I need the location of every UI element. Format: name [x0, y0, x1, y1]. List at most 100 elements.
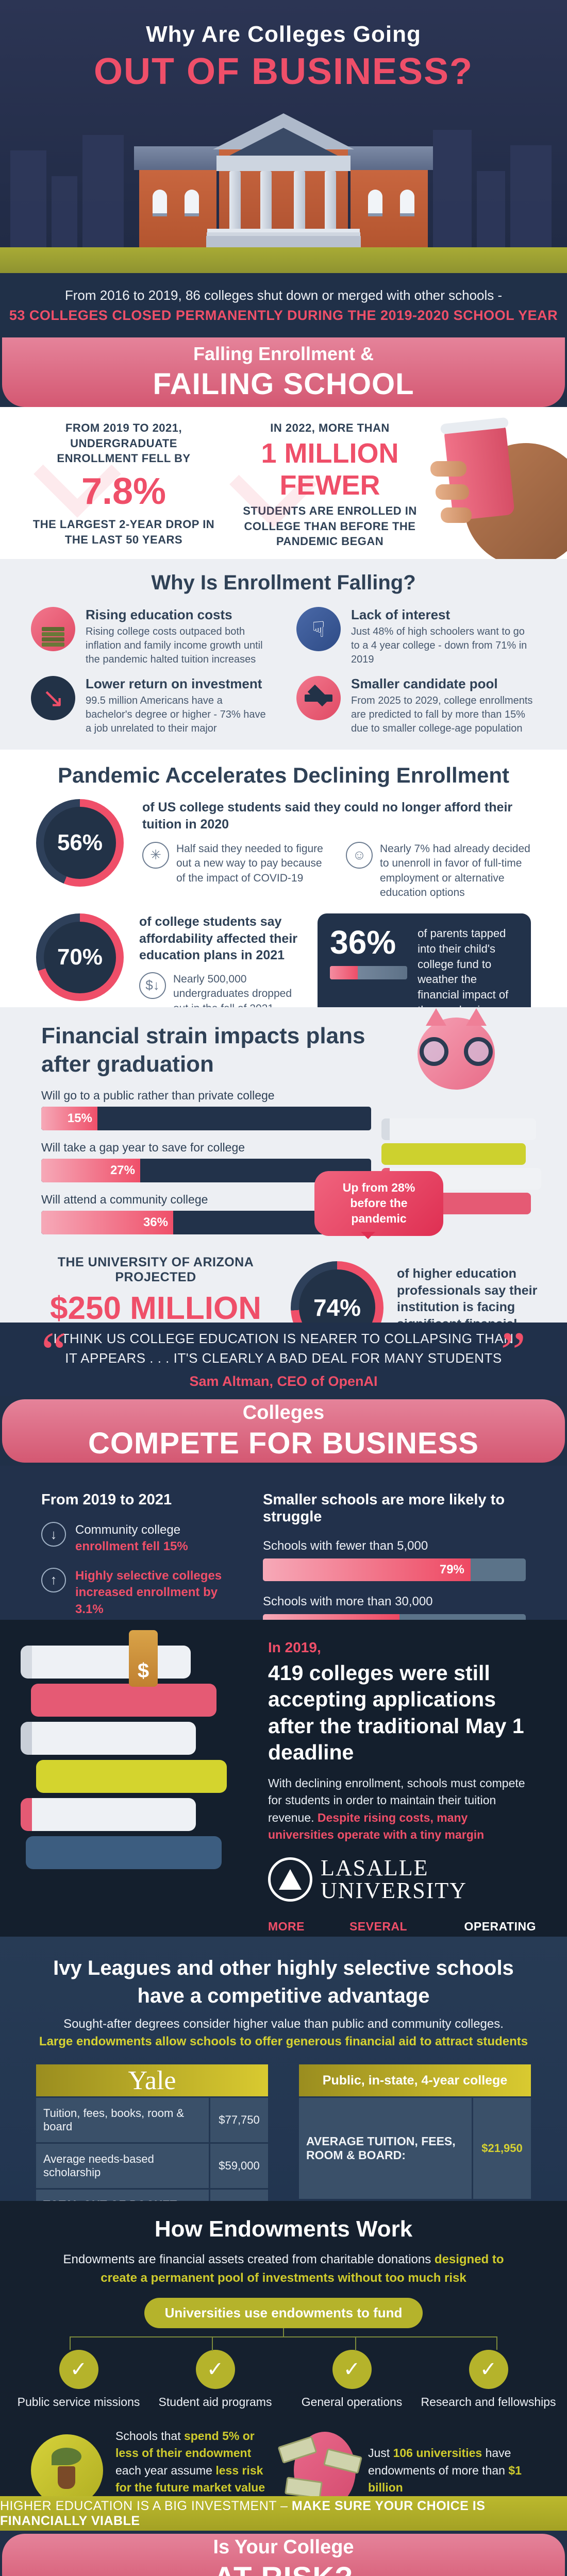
why-enrollment-falling-section: Why Is Enrollment Falling? Rising educat… [0, 559, 567, 750]
reason-smaller-pool: Smaller candidate pool From 2025 to 2029… [296, 676, 536, 736]
stat-kicker: IN 2022, MORE THAN [270, 421, 390, 434]
banner-falling-line1: Falling Enrollment & [193, 343, 374, 364]
deadline-kicker: In 2019, [268, 1639, 321, 1655]
stat-caption: STUDENTS ARE ENROLLED IN COLLEGE THAN BE… [243, 504, 417, 548]
section-heading-line1: Financial strain impacts plans [41, 1023, 365, 1048]
banner-compete-line1: Colleges [242, 1401, 325, 1423]
bar-label: Schools with fewer than 5,000 [263, 1539, 428, 1553]
stat36-text: of parents tapped into their child's col… [418, 927, 509, 1007]
stat-kicker: FROM 2019 TO 2021, UNDERGRADUATE ENROLLM… [57, 421, 191, 465]
endowments-pill: Universities use endowments to fund [144, 2298, 423, 2328]
bar-small-schools: 79% [263, 1558, 526, 1581]
stat70-sub: $↓ Nearly 500,000 undergraduates dropped… [139, 972, 302, 1007]
connector-lines [70, 2336, 497, 2351]
declining-chart-icon: ↘ [31, 676, 75, 720]
stat36-bar [330, 966, 408, 980]
dollar-drop-icon: $↓ [139, 972, 166, 999]
banner-at-risk: Is Your College AT RISK? [0, 2531, 567, 2576]
viable-text: HIGHER EDUCATION IS A BIG INVESTMENT – M… [0, 2498, 486, 2528]
close-quote-icon: ” [501, 1323, 526, 1383]
open-quote-icon: “ [41, 1323, 66, 1383]
thumbs-down-icon: ☟ [296, 607, 341, 651]
bar-label: Schools with more than 30,000 [263, 1595, 433, 1608]
grass-strip [0, 247, 567, 273]
reason-title: Rising education costs [86, 607, 232, 622]
stat-enrollment-drop: FROM 2019 TO 2021, UNDERGRADUATE ENROLLM… [31, 420, 216, 559]
reason-body: 99.5 million Americans have a bachelor's… [86, 695, 266, 734]
reason-body: Rising college costs outpaced both infla… [86, 626, 263, 665]
community-college-item: ↓ Community college enrollment fell 15% [41, 1522, 227, 1555]
bar-large-schools: 52% [263, 1614, 526, 1620]
reason-body: From 2025 to 2029, college enrollments a… [351, 695, 533, 734]
graduation-cap-icon [296, 676, 341, 720]
arizona-stat: THE UNIVERSITY OF ARIZONA PROJECTED $250… [41, 1255, 270, 1323]
banner-risk-line2: AT RISK? [2, 2561, 565, 2576]
lasalle-emblem-icon [268, 1857, 312, 1902]
public-college-table: Public, in-state, 4-year college AVERAGE… [299, 2064, 531, 2201]
bar-public-college: 15% [41, 1107, 371, 1130]
piggy-bank-illustration [407, 1007, 505, 1095]
page-title-line2: OUT OF BUSINESS? [93, 51, 474, 92]
endowments-section: How Endowments Work Endowments are finan… [0, 2201, 567, 2496]
check-icon: ✓ [195, 2350, 235, 2389]
yale-cost-table: Yale Tuition, fees, books, room & board … [36, 2064, 268, 2201]
donut-74pct: 74% [291, 1261, 383, 1323]
section-heading: Why Is Enrollment Falling? [151, 571, 416, 594]
financial-strain-section: Financial strain impacts plans after gra… [0, 1007, 567, 1323]
banner-falling-line2: FAILING SCHOOL [153, 367, 414, 401]
bar-label: Will attend a community college [41, 1193, 208, 1206]
student-icon: ☺ [346, 842, 373, 869]
reason-title: Smaller candidate pool [351, 676, 498, 691]
intro-stat-band: From 2016 to 2019, 86 colleges shut down… [0, 273, 567, 337]
up-arrow-icon: ↑ [41, 1567, 66, 1592]
quote-section: “ ” I THINK US COLLEGE EDUCATION IS NEAR… [0, 1323, 567, 1396]
deadline-headline: 419 colleges were still accepting applic… [268, 1661, 524, 1764]
reason-lower-roi: ↘ Lower return on investment 99.5 millio… [31, 676, 271, 736]
banner-compete: Colleges COMPETE FOR BUSINESS [0, 1396, 567, 1466]
stat-value-line1: 1 MILLION [261, 437, 399, 469]
stat74-text: of higher education professionals say th… [397, 1266, 538, 1323]
selective-college-item: ↑ Highly selective colleges increased en… [41, 1567, 227, 1620]
dollar-tag-icon: $ [129, 1630, 158, 1687]
down-arrow-icon: ↓ [41, 1522, 66, 1547]
bar-label: Will take a gap year to save for college [41, 1141, 245, 1154]
callout-bubble: Up from 28% before the pandemic [314, 1171, 443, 1239]
enrollment-stats-section: FROM 2019 TO 2021, UNDERGRADUATE ENROLLM… [0, 407, 567, 559]
public-college-header: Public, in-state, 4-year college [322, 2073, 508, 2088]
intro-stat-line1: From 2016 to 2019, 86 colleges shut down… [64, 287, 503, 303]
check-icon: ✓ [469, 2350, 508, 2389]
lasalle-fact-students: MORE THAN 5000 STUDENTS [268, 1920, 305, 1934]
quote-line2: IT APPEARS . . . IT'S CLEARLY A BAD DEAL… [65, 1350, 502, 1366]
ivy-sub-white: Sought-after degrees consider higher val… [63, 2017, 504, 2031]
yale-wordmark: Yale [128, 2065, 176, 2095]
quote-line1: I THINK US COLLEGE EDUCATION IS NEARER T… [53, 1331, 514, 1347]
table-row: AVERAGE TUITION, FEES, ROOM & BOARD: $21… [299, 2098, 531, 2199]
stat74: 74% of higher education professionals sa… [291, 1261, 567, 1323]
virus-icon: ✳ [142, 842, 169, 869]
section-heading: How Endowments Work [154, 2216, 413, 2242]
fund-operations: ✓ General operations [284, 2350, 420, 2409]
arizona-amount: $250 MILLION [50, 1291, 261, 1323]
ivy-league-section: Ivy Leagues and other highly selective s… [0, 1937, 567, 2201]
compete-right-heading: Smaller schools are more likely to strug… [263, 1492, 505, 1525]
ivy-heading-line1: Ivy Leagues and other highly selective s… [53, 1957, 514, 1979]
arizona-kicker: THE UNIVERSITY OF ARIZONA PROJECTED [57, 1255, 254, 1284]
fund-public-service: ✓ Public service missions [10, 2350, 147, 2409]
billion-endowment-fact: Just 106 universities have endowments of… [277, 2428, 536, 2496]
deadline-lasalle-section: $ In 2019, 419 colleges were still accep… [0, 1620, 567, 1937]
stat56-lead: of US college students said they could n… [142, 800, 513, 832]
intro-stat-line2: 53 COLLEGES CLOSED PERMANENTLY DURING TH… [9, 307, 558, 323]
section-heading: Pandemic Accelerates Declining Enrollmen… [57, 763, 510, 787]
table-row: Average needs-based scholarship $59,000 [36, 2144, 268, 2188]
stat70-lead: of college students say affordability af… [139, 914, 297, 963]
stat56-subB: ☺ Nearly 7% had already decided to unenr… [346, 842, 531, 900]
stat-million-fewer: IN 2022, MORE THAN 1 MILLION FEWER STUDE… [237, 420, 423, 559]
lasalle-fact-margin: OPERATING WITH JUST 2.6% MARGIN [464, 1920, 536, 1934]
nest-egg-icon [277, 2432, 363, 2496]
viable-banner: HIGHER EDUCATION IS A BIG INVESTMENT – M… [0, 2496, 567, 2531]
banner-compete-line2: COMPETE FOR BUSINESS [88, 1426, 479, 1460]
ivy-sub-yellow: Large endowments allow schools to offer … [39, 2035, 528, 2048]
stat-caption: THE LARGEST 2-YEAR DROP IN THE LAST 50 Y… [32, 518, 215, 546]
reason-title: Lack of interest [351, 607, 451, 622]
check-icon: ✓ [59, 2350, 98, 2389]
